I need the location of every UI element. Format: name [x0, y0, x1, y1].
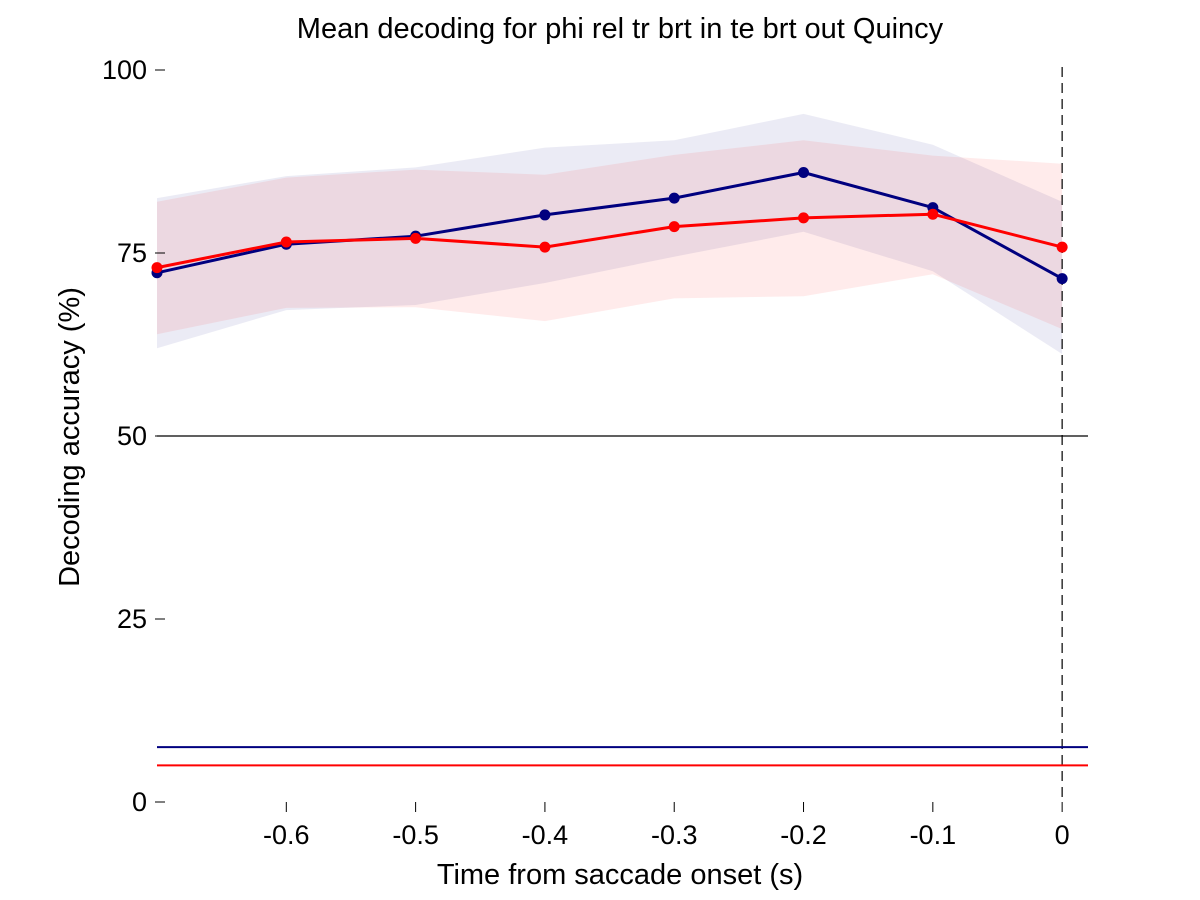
y-axis: 0 25 50 75 100	[102, 55, 165, 817]
data-point	[798, 166, 810, 178]
y-tick-label: 0	[132, 787, 147, 817]
confidence-band-1	[157, 113, 1063, 355]
x-tick-label: -0.4	[522, 820, 569, 850]
x-tick-label: -0.6	[263, 820, 310, 850]
data-point	[280, 236, 292, 248]
data-point	[668, 221, 680, 233]
data-point	[410, 232, 422, 244]
y-axis-label: Decoding accuracy (%)	[54, 287, 86, 587]
x-tick-label: -0.5	[392, 820, 439, 850]
x-axis-label: Time from saccade onset (s)	[437, 859, 803, 891]
data-point	[1056, 273, 1068, 285]
x-tick-label: -0.1	[910, 820, 957, 850]
y-tick-label: 50	[117, 421, 147, 451]
y-tick-label: 25	[117, 604, 147, 634]
x-tick-label: 0	[1055, 820, 1070, 850]
reference-lines	[157, 67, 1088, 802]
data-point	[539, 241, 551, 253]
data-point	[539, 209, 551, 221]
data-point	[668, 192, 680, 204]
y-tick-label: 75	[117, 238, 147, 268]
y-tick-label: 100	[102, 55, 147, 85]
x-axis: -0.6 -0.5 -0.4 -0.3 -0.2 -0.1 0	[263, 802, 1070, 850]
data-point	[798, 212, 810, 224]
x-tick-label: -0.3	[651, 820, 698, 850]
chance-lines	[157, 746, 1088, 767]
data-point	[1056, 241, 1068, 253]
series-line-2	[156, 212, 1063, 270]
data-point	[927, 208, 939, 220]
chart-title: Mean decoding for phi rel tr brt in te b…	[297, 13, 944, 45]
data-point	[151, 262, 163, 274]
confidence-bands	[157, 113, 1063, 355]
data-series	[151, 166, 1068, 285]
x-tick-label: -0.2	[780, 820, 827, 850]
